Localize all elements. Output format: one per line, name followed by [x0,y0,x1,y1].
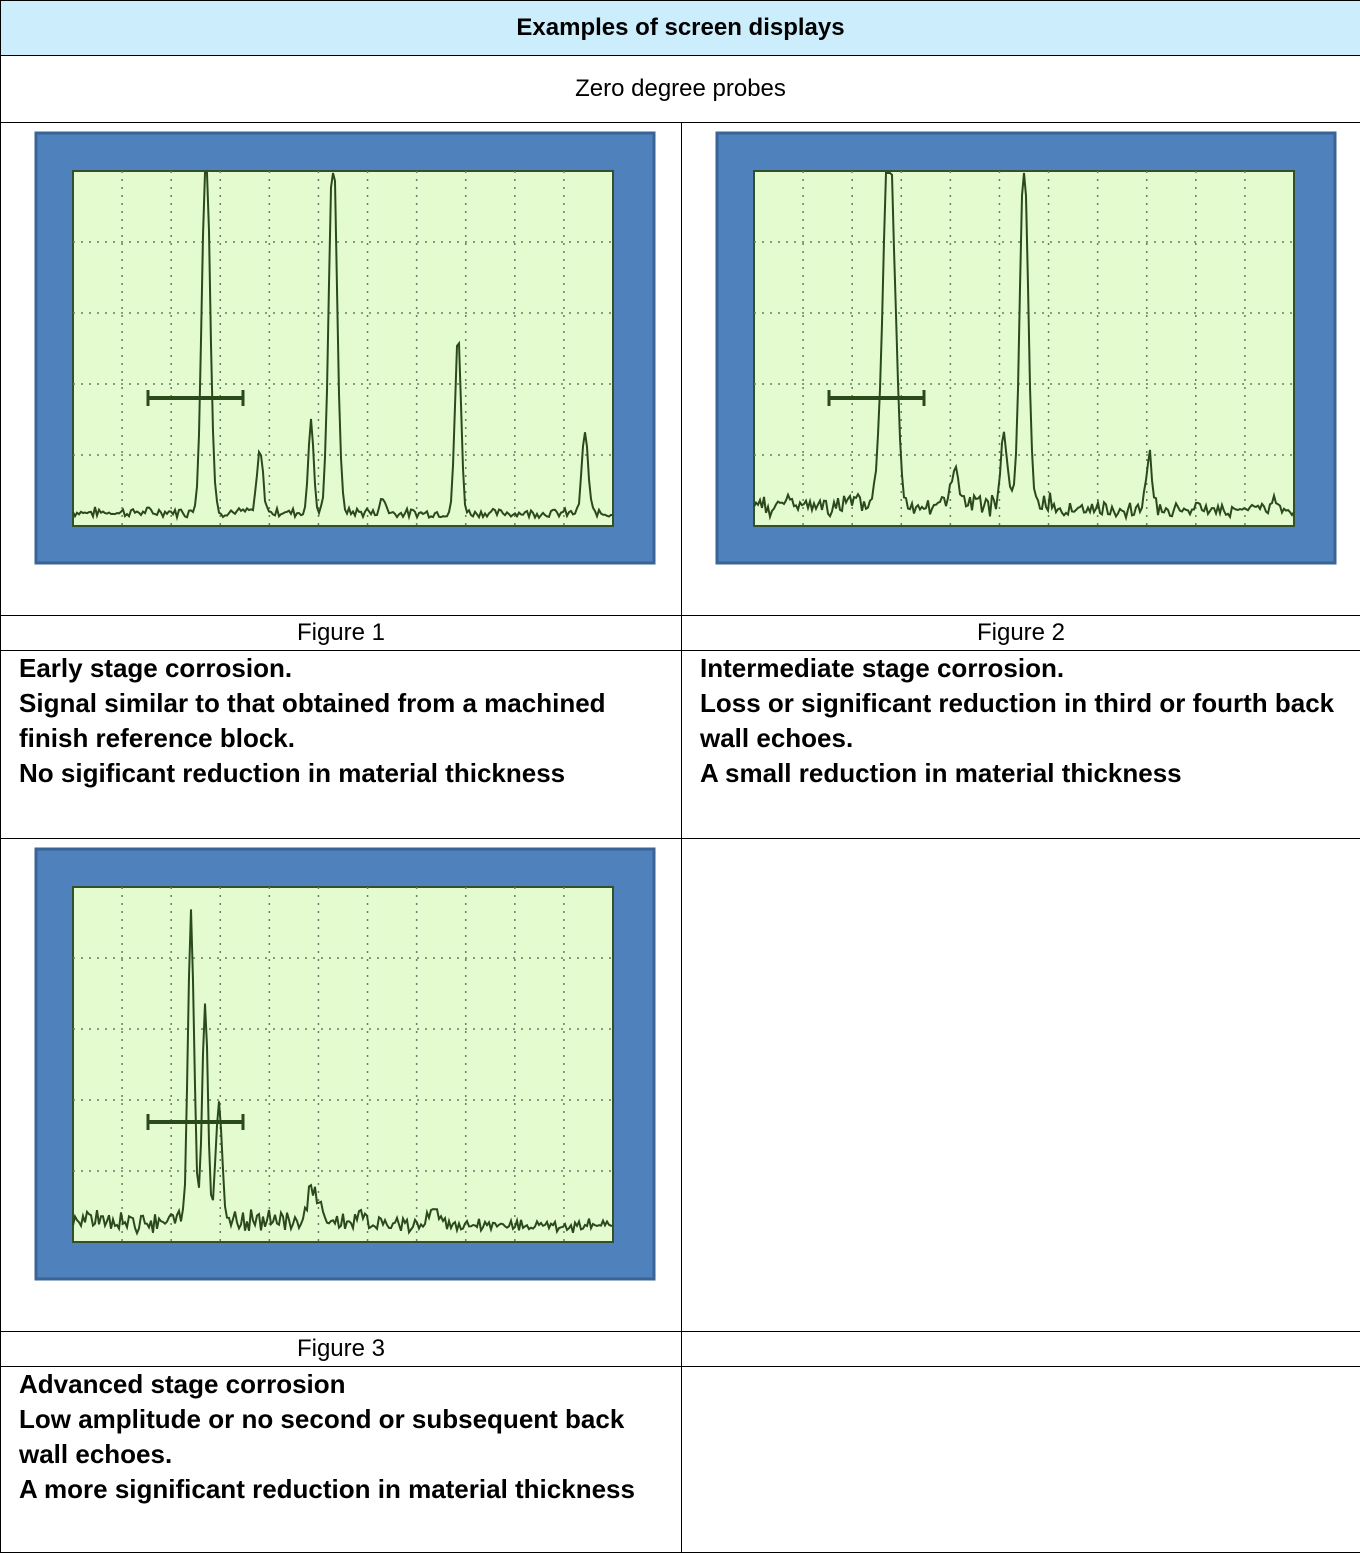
screen-area [73,887,613,1242]
description-line: Advanced stage corrosion [19,1367,671,1402]
description-line: Loss or significant reduction in third o… [700,686,1350,756]
description-line: Signal similar to that obtained from a m… [19,686,671,756]
image-cell [682,123,1360,616]
screen-area [754,171,1294,526]
description-line: A more significant reduction in material… [19,1472,671,1507]
table-subtitle: Zero degree probes [1,56,1360,123]
screen-display [1,123,681,613]
empty-cell [682,1332,1360,1367]
image-cell [1,839,682,1332]
description-line: Early stage corrosion. [19,651,671,686]
figure-caption: Figure 2 [682,616,1360,651]
screen-display [682,123,1360,613]
empty-cell [682,1367,1360,1553]
figure-description: Intermediate stage corrosion.Loss or sig… [682,651,1360,839]
description-line: Low amplitude or no second or subsequent… [19,1402,671,1472]
screen-display [1,839,681,1329]
description-line: No sigificant reduction in material thic… [19,756,671,791]
description-line: Intermediate stage corrosion. [700,651,1350,686]
empty-cell [682,839,1360,1332]
figure-caption: Figure 1 [1,616,682,651]
description-line: A small reduction in material thickness [700,756,1350,791]
screen-area [73,171,613,526]
figure-description: Early stage corrosion.Signal similar to … [1,651,682,839]
table-title: Examples of screen displays [1,1,1360,56]
document-table: Examples of screen displays Zero degree … [0,0,1360,1553]
figure-caption: Figure 3 [1,1332,682,1367]
image-cell [1,123,682,616]
